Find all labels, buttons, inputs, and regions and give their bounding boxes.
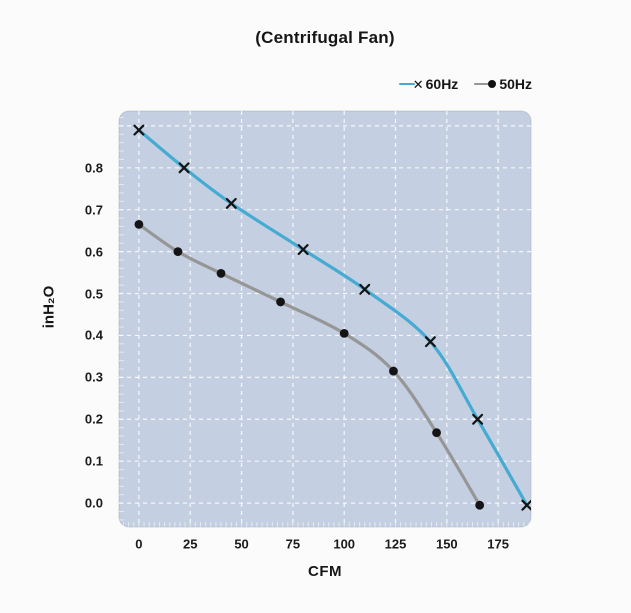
legend-label-50hz: 50Hz [499,76,532,92]
plot-contents [119,111,531,527]
chart-title: (Centrifugal Fan) [255,28,395,47]
legend-label-60hz: 60Hz [425,76,459,92]
x-marker-icon: ✕ [412,76,424,92]
data-point-x-60hz [225,197,237,209]
data-point-dot-50hz [475,500,485,510]
y-tick-label: 0.6 [84,244,103,260]
x-tick-label: 150 [435,536,458,552]
data-point-x-60hz [521,499,531,511]
data-point-dot-50hz [216,269,226,278]
y-tick-label: 0.3 [84,369,103,385]
data-point-x-60hz [472,413,484,425]
y-tick-label: 0.2 [84,411,103,427]
legend: ✕ 60Hz 50Hz [398,76,532,92]
x-axis-title: CFM [308,563,342,580]
data-point-dot-50hz [134,219,144,229]
data-point-dot-50hz [276,297,285,307]
y-tick-label: 0.8 [84,160,103,176]
data-point-dot-50hz [173,247,183,257]
x-tick-label: 0 [135,536,143,552]
legend-item-60hz: ✕ 60Hz [398,76,459,92]
y-tick-label: 0.4 [84,327,103,343]
data-point-x-60hz [359,283,371,295]
dot-marker-icon [488,80,497,88]
legend-line-sample-60hz [398,83,415,85]
x-tick-label: 125 [384,536,407,552]
data-point-x-60hz [424,336,436,348]
y-tick-label: 0.1 [84,453,103,469]
data-point-x-60hz [297,244,309,256]
y-tick-label: 0.5 [84,286,103,302]
data-point-x-60hz [178,162,190,174]
data-point-x-60hz [133,124,145,136]
data-point-dot-50hz [339,328,349,338]
plot-background [118,110,532,528]
y-axis-title: inH₂O [40,285,58,329]
x-tick-label: 75 [285,536,301,552]
legend-line-sample-50hz [474,83,491,85]
y-tick-label: 0.7 [84,202,103,218]
x-tick-label: 100 [333,536,356,552]
x-tick-label: 25 [182,536,198,552]
x-tick-label: 175 [487,536,509,552]
data-point-dot-50hz [432,428,441,438]
legend-item-50hz: 50Hz [474,76,532,92]
data-point-dot-50hz [389,366,398,376]
x-tick-label: 50 [234,536,249,552]
y-tick-label: 0.0 [84,495,103,511]
